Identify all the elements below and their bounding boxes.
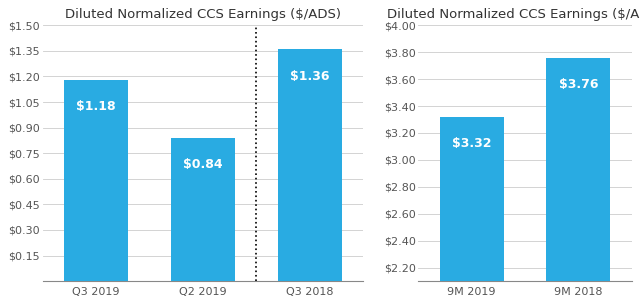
Bar: [547, 58, 611, 305]
Bar: [171, 138, 235, 281]
Bar: [278, 49, 342, 281]
Text: $1.36: $1.36: [290, 70, 329, 83]
Text: $0.84: $0.84: [183, 158, 223, 171]
Bar: [440, 117, 504, 305]
Title: Diluted Normalized CCS Earnings ($/ADS): Diluted Normalized CCS Earnings ($/ADS): [65, 8, 341, 21]
Bar: [64, 80, 128, 281]
Title: Diluted Normalized CCS Earnings ($/ADS): Diluted Normalized CCS Earnings ($/ADS): [387, 8, 640, 21]
Text: $1.18: $1.18: [76, 100, 116, 113]
Text: $3.32: $3.32: [452, 137, 492, 150]
Text: $3.76: $3.76: [559, 78, 598, 91]
